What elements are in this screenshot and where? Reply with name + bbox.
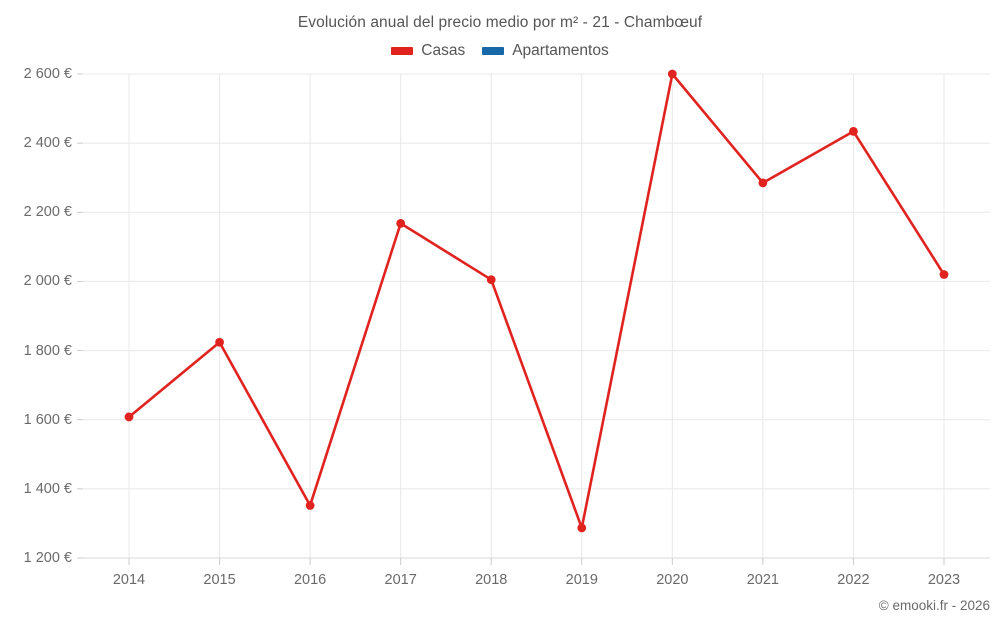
y-axis-tick-label: 2 200 € — [23, 204, 72, 221]
x-axis-tick-label: 2019 — [565, 572, 598, 588]
x-axis-tick-label: 2020 — [656, 572, 689, 588]
x-axis-tick-label: 2022 — [837, 572, 870, 588]
data-point-marker[interactable] — [667, 69, 677, 79]
data-point-marker[interactable] — [124, 412, 134, 422]
y-axis-tick-label: 2 400 € — [23, 135, 72, 152]
legend-color-swatch-apartamentos — [482, 47, 505, 55]
data-point-marker[interactable] — [215, 337, 224, 347]
y-axis-tick-label: 1 400 € — [23, 480, 72, 497]
data-point-marker[interactable] — [939, 270, 949, 279]
data-point-marker[interactable] — [849, 126, 858, 136]
y-axis-tick-label: 1 600 € — [23, 411, 72, 428]
x-axis-tick-label: 2023 — [927, 572, 961, 588]
x-axis-tick-label: 2014 — [112, 572, 146, 588]
x-axis-tick-label: 2015 — [203, 572, 236, 588]
y-axis-tick-label: 2 600 € — [23, 66, 72, 82]
data-point-marker[interactable] — [486, 275, 496, 285]
y-axis-tick-label: 1 800 € — [23, 342, 72, 359]
data-point-marker[interactable] — [396, 218, 406, 228]
legend-label-apartamentos: Apartamentos — [512, 42, 609, 59]
legend-item-apartamentos[interactable]: Apartamentos — [482, 42, 609, 60]
data-point-marker[interactable] — [305, 501, 315, 510]
legend-item-casas[interactable]: Casas — [391, 42, 465, 60]
x-axis-tick-label: 2016 — [293, 572, 327, 588]
data-point-marker[interactable] — [577, 523, 587, 533]
chart-title: Evolución anual del precio medio por m² … — [297, 14, 703, 31]
data-point-marker[interactable] — [758, 178, 768, 188]
legend-color-swatch-casas — [391, 47, 414, 55]
x-axis-tick-label: 2021 — [746, 572, 780, 588]
chart-legend: Casas Apartamentos — [0, 42, 1000, 60]
x-axis-tick-label: 2017 — [384, 572, 417, 588]
y-axis-tick-label: 1 200 € — [23, 550, 72, 566]
y-axis-tick-label: 2 000 € — [23, 273, 72, 290]
legend-label-casas: Casas — [421, 42, 466, 59]
x-axis-tick-label: 2018 — [475, 572, 508, 588]
footer-credit: © emooki.fr - 2026 — [878, 598, 990, 613]
series-line-casas — [127, 72, 946, 530]
